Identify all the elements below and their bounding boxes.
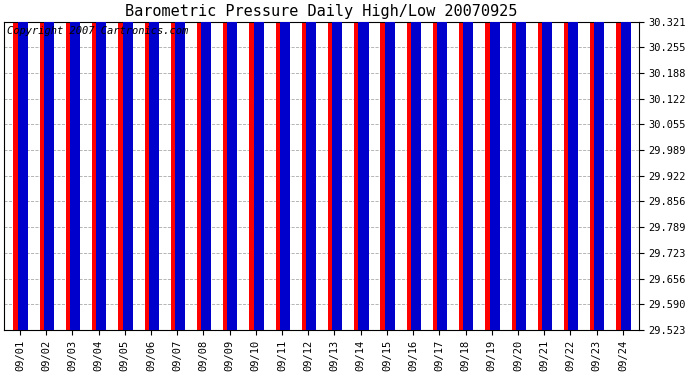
- Bar: [542, 0, 552, 330]
- Bar: [18, 0, 28, 330]
- Title: Barometric Pressure Daily High/Low 20070925: Barometric Pressure Daily High/Low 20070…: [125, 4, 518, 19]
- Bar: [92, 0, 105, 330]
- Bar: [97, 0, 106, 330]
- Bar: [44, 0, 54, 330]
- Bar: [328, 0, 341, 330]
- Bar: [333, 0, 342, 330]
- Bar: [511, 0, 524, 330]
- Bar: [223, 0, 236, 330]
- Bar: [13, 0, 26, 330]
- Bar: [39, 0, 52, 330]
- Bar: [538, 0, 551, 330]
- Bar: [118, 0, 131, 330]
- Bar: [66, 0, 79, 330]
- Bar: [564, 0, 577, 330]
- Bar: [380, 0, 393, 330]
- Bar: [249, 0, 262, 330]
- Bar: [228, 0, 237, 330]
- Bar: [516, 0, 526, 330]
- Bar: [197, 0, 210, 330]
- Bar: [354, 0, 367, 330]
- Bar: [302, 0, 315, 330]
- Bar: [280, 0, 290, 330]
- Bar: [170, 0, 184, 330]
- Bar: [201, 0, 211, 330]
- Bar: [385, 0, 395, 330]
- Bar: [485, 0, 498, 330]
- Bar: [437, 0, 447, 330]
- Text: Copyright 2007 Cartronics.com: Copyright 2007 Cartronics.com: [8, 26, 188, 36]
- Bar: [569, 0, 578, 330]
- Bar: [123, 0, 132, 330]
- Bar: [620, 0, 631, 330]
- Bar: [254, 0, 264, 330]
- Bar: [464, 0, 473, 330]
- Bar: [306, 0, 316, 330]
- Bar: [490, 0, 500, 330]
- Bar: [149, 0, 159, 330]
- Bar: [359, 0, 368, 330]
- Bar: [144, 0, 157, 330]
- Bar: [411, 0, 421, 330]
- Bar: [459, 0, 472, 330]
- Bar: [406, 0, 420, 330]
- Bar: [595, 0, 604, 330]
- Bar: [433, 0, 446, 330]
- Bar: [616, 0, 629, 330]
- Bar: [275, 0, 288, 330]
- Bar: [590, 0, 603, 330]
- Bar: [175, 0, 185, 330]
- Bar: [70, 0, 80, 330]
